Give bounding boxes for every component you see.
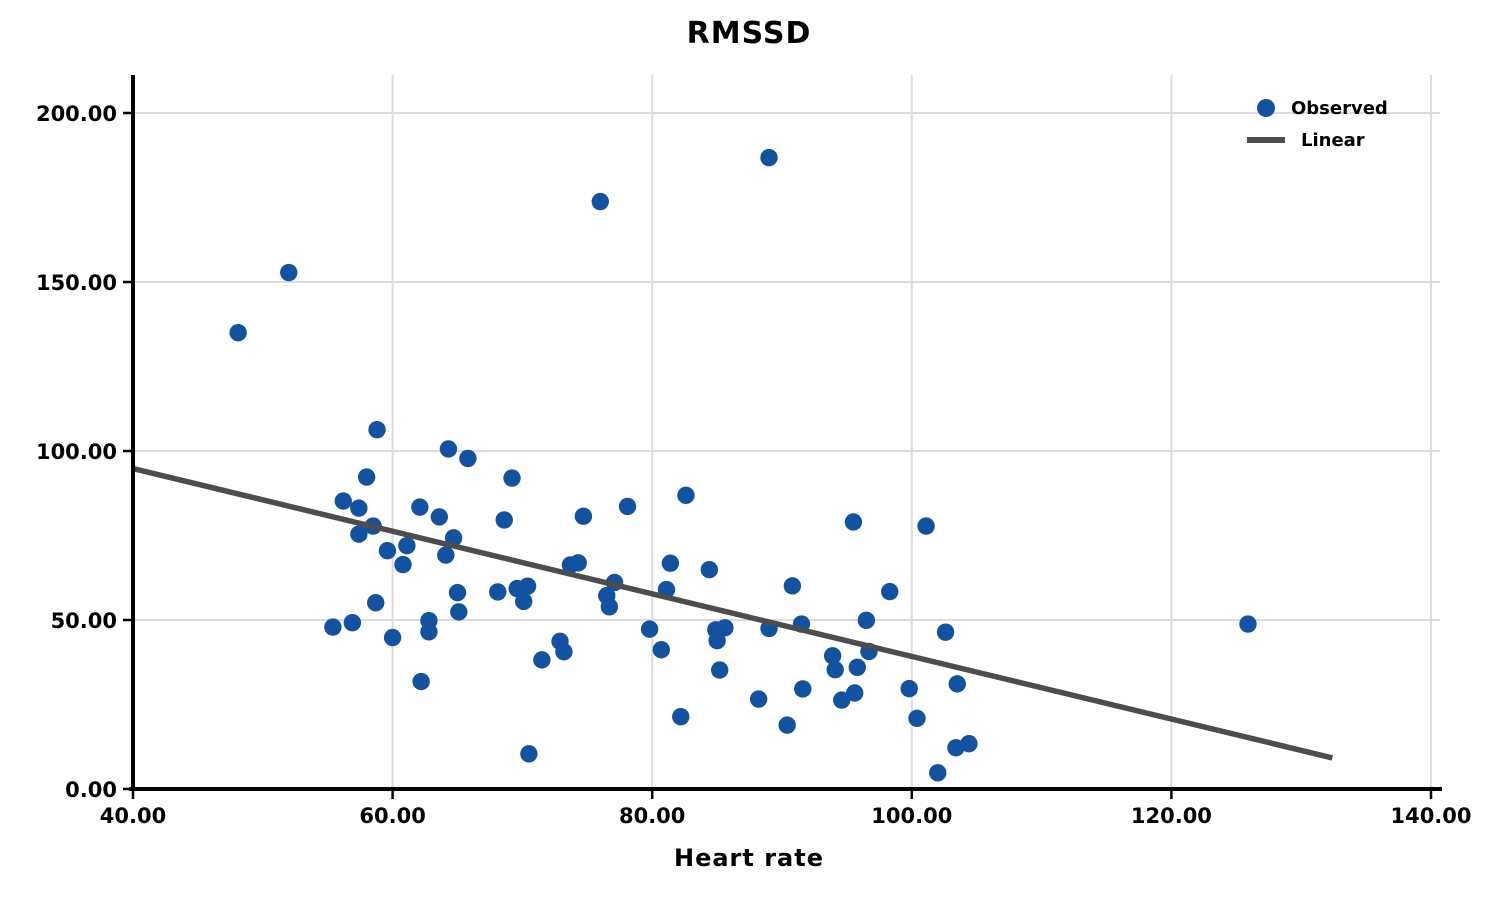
scatter-point bbox=[489, 583, 507, 601]
scatter-point bbox=[357, 468, 376, 486]
scatter-point bbox=[398, 536, 416, 555]
legend-label-observed: Observed bbox=[1291, 97, 1388, 119]
scatter-point bbox=[881, 582, 899, 601]
scatter-point bbox=[450, 603, 468, 621]
scatter-point bbox=[350, 499, 368, 517]
scatter-point bbox=[334, 492, 352, 510]
scatter-point bbox=[794, 680, 812, 698]
scatter-point bbox=[495, 511, 513, 529]
linear-line-icon bbox=[1247, 137, 1285, 143]
y-tick-label: 50.00 bbox=[51, 609, 117, 633]
legend-label-linear: Linear bbox=[1301, 129, 1365, 151]
y-tick-label: 0.00 bbox=[65, 778, 117, 802]
scatter-point bbox=[378, 542, 397, 560]
scatter-point bbox=[783, 577, 802, 595]
scatter-point bbox=[520, 745, 538, 763]
scatter-point bbox=[411, 498, 429, 516]
scatter-point bbox=[280, 263, 298, 282]
y-tick-label: 200.00 bbox=[36, 102, 117, 126]
scatter-point bbox=[448, 583, 467, 602]
scatter-point bbox=[533, 651, 551, 669]
x-tick-label: 120.00 bbox=[1131, 804, 1212, 828]
scatter-point bbox=[640, 620, 659, 638]
scatter-point bbox=[948, 675, 966, 693]
scatter-point bbox=[917, 517, 935, 535]
scatter-point bbox=[652, 641, 670, 659]
y-tick-label: 100.00 bbox=[36, 440, 117, 464]
scatter-point bbox=[394, 555, 412, 574]
chart-title: RMSSD bbox=[686, 16, 812, 51]
legend-item-observed: Observed bbox=[1245, 95, 1388, 121]
scatter-point bbox=[845, 684, 864, 702]
scatter-point bbox=[412, 672, 430, 691]
scatter-point bbox=[908, 709, 926, 728]
scatter-point bbox=[420, 623, 438, 641]
scatter-point bbox=[430, 508, 449, 526]
scatter-point bbox=[700, 560, 719, 579]
scatter-point bbox=[778, 716, 796, 734]
scatter-point bbox=[929, 764, 947, 782]
scatter-point bbox=[503, 469, 521, 487]
scatter-point bbox=[514, 592, 533, 611]
scatter-point bbox=[760, 148, 778, 167]
scatter-point bbox=[833, 691, 851, 709]
scatter-point bbox=[229, 324, 247, 342]
scatter-point bbox=[555, 643, 573, 661]
x-tick-label: 100.00 bbox=[871, 804, 952, 828]
scatter-point bbox=[708, 631, 726, 650]
trend-line bbox=[132, 465, 1333, 761]
scatter-point bbox=[383, 628, 402, 647]
scatter-point bbox=[368, 421, 386, 439]
legend: Observed Linear bbox=[1245, 95, 1388, 153]
scatter-point bbox=[569, 554, 587, 572]
scatter-point bbox=[672, 707, 690, 726]
scatter-point bbox=[857, 611, 876, 630]
scatter-point bbox=[591, 192, 609, 211]
legend-item-linear: Linear bbox=[1245, 127, 1388, 153]
x-axis-title: Heart rate bbox=[673, 844, 824, 872]
scatter-point bbox=[677, 486, 695, 504]
scatter-point bbox=[618, 497, 637, 516]
x-tick-label: 140.00 bbox=[1390, 804, 1471, 828]
scatter-point bbox=[343, 614, 362, 632]
y-tick-label: 150.00 bbox=[36, 271, 117, 295]
scatter-point bbox=[1239, 615, 1257, 633]
scatter-point bbox=[826, 660, 844, 679]
scatter-point bbox=[900, 679, 918, 698]
scatter-point bbox=[960, 735, 978, 753]
scatter-point bbox=[710, 661, 729, 679]
scatter-point bbox=[508, 579, 526, 598]
scatter-point bbox=[661, 554, 680, 572]
scatter-point bbox=[367, 594, 385, 612]
scatter-point bbox=[459, 449, 477, 468]
scatter-point bbox=[848, 658, 866, 677]
scatter-point bbox=[574, 507, 593, 525]
scatter-point bbox=[437, 546, 455, 564]
scatter-point bbox=[600, 598, 619, 616]
scatter-point bbox=[823, 647, 842, 665]
scatter-point bbox=[936, 623, 955, 641]
scatter-point bbox=[749, 690, 768, 708]
scatter-point bbox=[324, 618, 342, 636]
scatter-point bbox=[844, 513, 863, 531]
scatter-point bbox=[439, 440, 458, 458]
x-tick-label: 40.00 bbox=[100, 804, 166, 828]
scatter-point bbox=[350, 525, 368, 543]
x-tick-label: 60.00 bbox=[359, 804, 425, 828]
observed-marker-icon bbox=[1257, 99, 1275, 117]
x-tick-label: 80.00 bbox=[619, 804, 685, 828]
